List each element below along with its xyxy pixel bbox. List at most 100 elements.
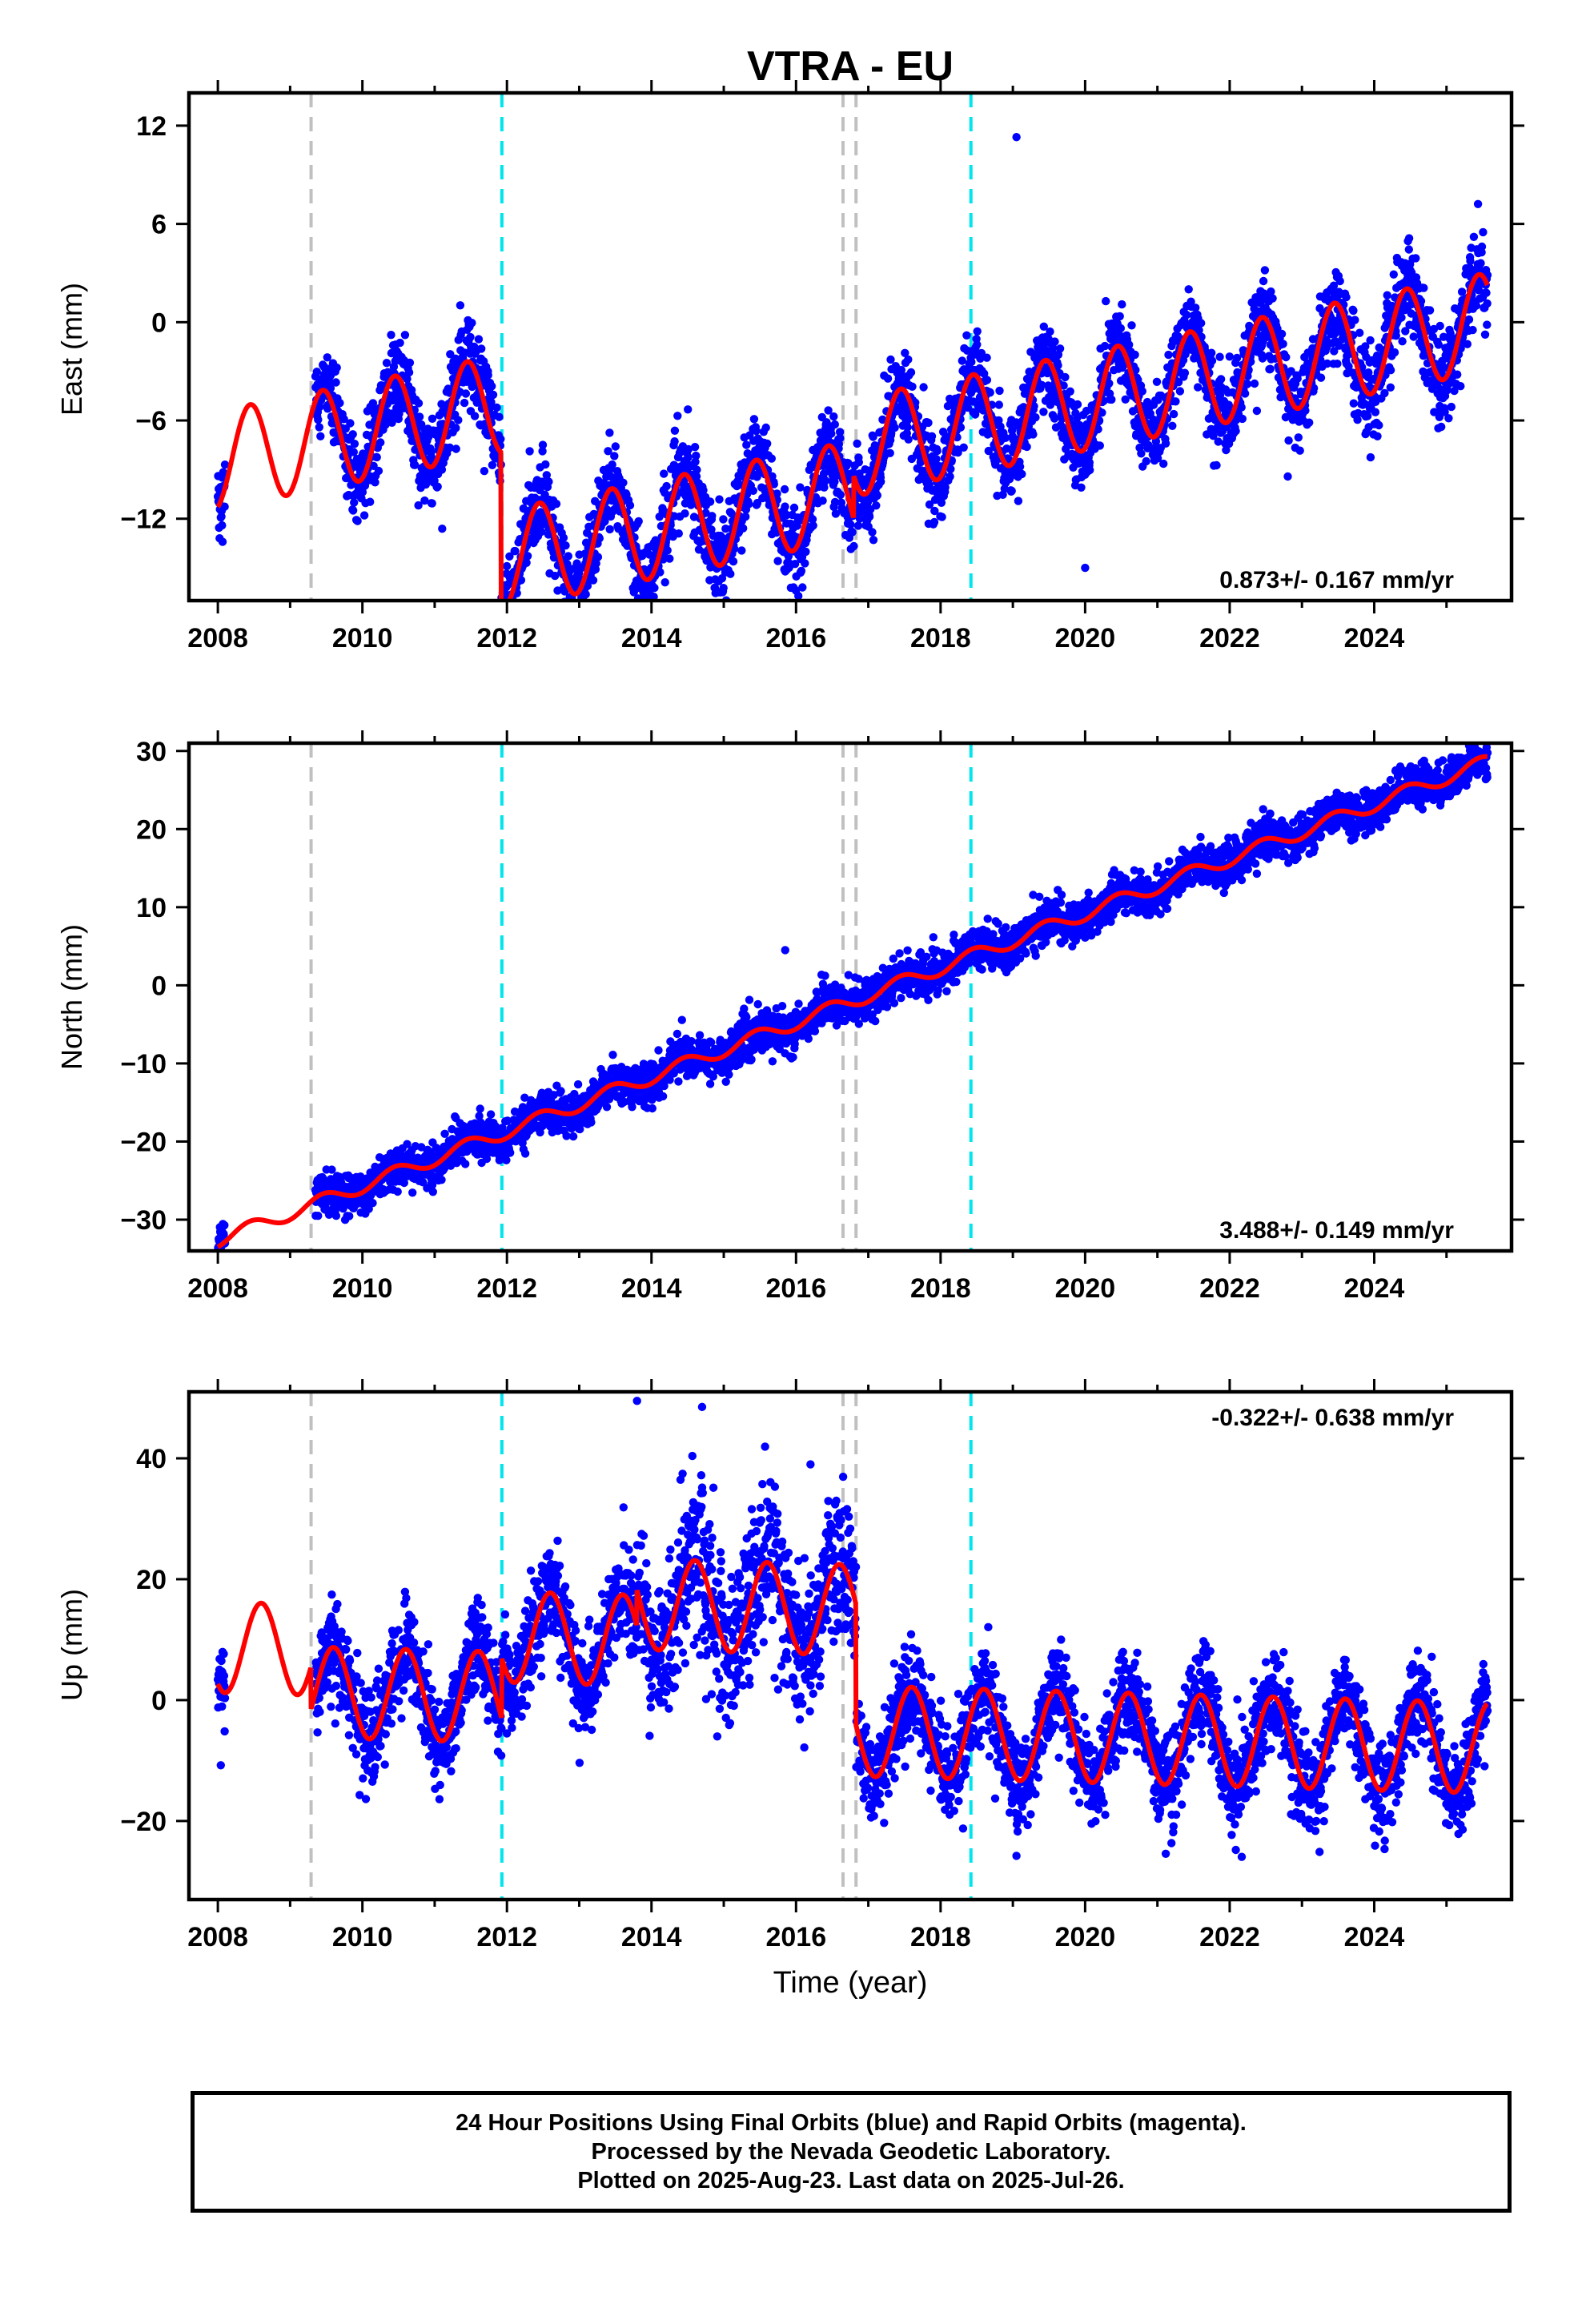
data-point [568,605,576,613]
data-point [780,485,789,494]
data-point [1260,266,1270,275]
data-point [1237,403,1246,412]
data-point [1127,321,1136,330]
outlier-point [1012,133,1021,142]
data-point [1480,330,1490,339]
data-point [1175,387,1185,396]
data-point [358,488,367,497]
data-point [604,447,612,456]
data-point [1366,336,1375,345]
data-point [1375,420,1383,430]
data-point [1216,375,1226,384]
data-point [560,587,569,596]
data-point [927,432,937,440]
data-point [763,439,772,448]
data-point [576,637,584,645]
data-point [705,497,715,506]
data-point [1031,413,1040,422]
data-point [745,500,753,509]
data-point [781,502,789,511]
data-point [1419,283,1428,292]
data-point [332,363,341,372]
data-point [1168,421,1177,430]
data-point [339,415,348,424]
data-point [1316,373,1326,382]
data-point [345,1212,354,1220]
data-point [868,528,877,537]
data-point [1355,328,1364,337]
data-point [752,426,761,436]
data-point [873,491,882,500]
data-point [509,612,517,620]
data-point [488,460,497,469]
data-point [662,481,671,491]
data-point [569,602,577,610]
data-point [440,1129,449,1139]
data-point [1342,292,1351,302]
data-point [742,440,751,449]
data-point [625,501,635,510]
data-point [1001,433,1010,442]
data-point [1333,360,1342,368]
data-point [372,452,381,462]
data-point [454,416,463,424]
data-point [561,541,570,550]
data-point [331,1212,341,1220]
data-point [1444,414,1453,423]
data-point [634,517,643,526]
data-point [595,534,604,543]
data-point [933,446,942,456]
data-point [1018,469,1026,479]
data-point [1073,400,1082,409]
data-point [1102,296,1110,306]
data-point [461,389,471,398]
y-tick-label: −12 [120,505,167,535]
data-point [962,331,971,340]
data-point [542,471,551,480]
data-point [1457,287,1467,296]
data-point [1259,276,1268,286]
data-point [930,517,939,527]
x-tick-label: 2010 [332,623,393,653]
data-point [650,583,659,593]
data-point [1194,383,1203,392]
data-point [673,412,682,420]
data-point [220,502,229,511]
data-point [331,378,340,387]
data-point [1266,364,1275,373]
data-point [368,399,378,408]
data-point [1386,383,1395,392]
data-point [593,553,603,561]
data-point [853,439,861,448]
data-point [1425,306,1435,315]
data-point [715,495,724,504]
data-point [1464,315,1474,324]
data-point [569,625,577,633]
data-point [906,368,916,377]
data-point [484,371,492,380]
data-point [477,344,486,353]
data-point [541,460,550,469]
data-point [836,490,845,500]
data-point [382,359,391,368]
data-point [574,630,582,638]
plot-area [213,743,1492,1251]
data-point [1171,397,1180,406]
data-point [619,478,628,487]
data-point [1468,325,1477,335]
data-point [1014,497,1023,505]
data-point [656,568,665,577]
data-point [1232,353,1242,363]
data-point [1389,270,1399,279]
data-point [1022,442,1031,452]
data-point [488,390,498,400]
data-point [710,606,718,614]
data-point [1066,387,1074,396]
data-point [767,454,776,463]
data-point [1182,311,1191,320]
data-point [544,477,553,486]
data-point [1212,460,1221,470]
data-point [509,609,517,617]
data-point [924,418,933,428]
data-point [393,1187,402,1196]
